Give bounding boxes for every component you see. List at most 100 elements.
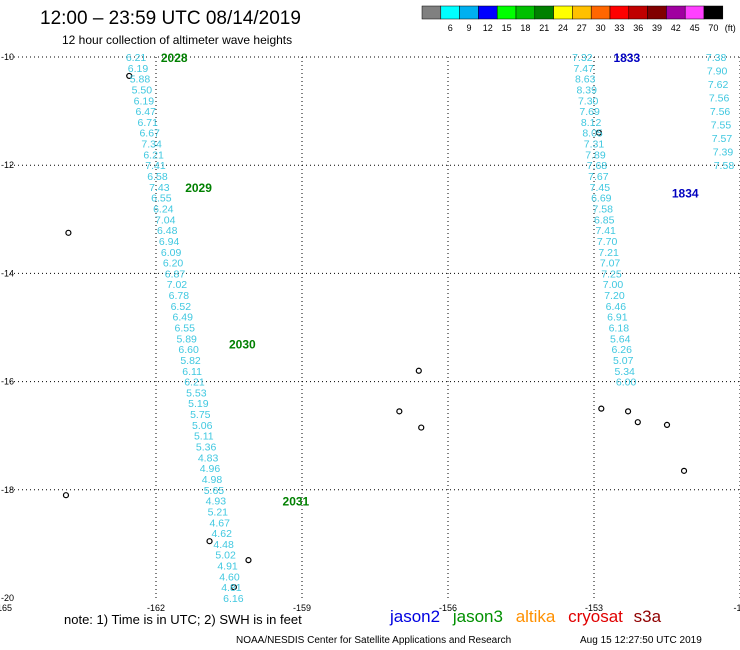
legend-swatch bbox=[647, 5, 667, 20]
legend-label: 30 bbox=[596, 23, 606, 33]
swh-value-label: 7.58 bbox=[593, 203, 614, 215]
swh-value-label: 6.58 bbox=[147, 171, 168, 183]
island-outline bbox=[230, 584, 237, 591]
legend-label: 33 bbox=[614, 23, 624, 33]
swh-value-label: 5.36 bbox=[196, 442, 217, 454]
swh-value-label: 5.11 bbox=[194, 431, 214, 443]
swh-value-label: 7.67 bbox=[588, 171, 609, 183]
swh-value-label: 7.25 bbox=[601, 268, 622, 280]
footer-note: note: 1) Time is in UTC; 2) SWH is in fe… bbox=[64, 612, 302, 627]
swh-value-label: 5.64 bbox=[610, 333, 631, 345]
swh-value-label: 8.12 bbox=[581, 117, 602, 129]
swh-value-label: 7.47 bbox=[574, 63, 595, 75]
island-outline bbox=[680, 467, 688, 474]
swh-value-label: 5.19 bbox=[188, 398, 209, 410]
legend-label: 39 bbox=[652, 23, 662, 33]
island-outline bbox=[65, 229, 72, 236]
swh-value-label: 4.93 bbox=[206, 496, 227, 508]
island-outline bbox=[595, 129, 602, 136]
swh-value-label: 4.60 bbox=[219, 571, 240, 583]
y-tick-label: -12 bbox=[1, 160, 14, 170]
swh-value-label: 5.82 bbox=[180, 355, 201, 367]
swh-value-label: 4.48 bbox=[213, 539, 234, 551]
swh-value-label: 6.21 bbox=[143, 149, 164, 161]
swh-value-label: 6.19 bbox=[134, 95, 155, 107]
header-title: 12:00 – 23:59 UTC 08/14/2019 bbox=[40, 8, 301, 29]
swh-value-label: 5.07 bbox=[613, 355, 634, 367]
swh-value-label: 4.83 bbox=[198, 452, 219, 464]
swh-value-label: 5.53 bbox=[186, 387, 207, 399]
swh-value-label: 6.60 bbox=[178, 344, 199, 356]
swh-value-label: 5.89 bbox=[176, 333, 197, 345]
legend-swatch bbox=[609, 5, 630, 20]
swh-value-label: 7.32 bbox=[572, 52, 593, 64]
swh-value-label: 6.18 bbox=[609, 323, 630, 335]
footer-credit: NOAA/NESDIS Center for Satellite Applica… bbox=[236, 635, 512, 646]
legend-swatch bbox=[440, 5, 460, 20]
swh-value-label: 5.34 bbox=[614, 366, 635, 378]
swh-value-label: 7.89 bbox=[585, 149, 606, 161]
legend-label: 27 bbox=[577, 23, 587, 33]
swh-value-label: 7.20 bbox=[604, 290, 625, 302]
legend-label: 9 bbox=[466, 23, 471, 33]
swh-value-label: 7.34 bbox=[141, 139, 162, 151]
swh-value-label: 4.62 bbox=[211, 528, 232, 540]
x-tick-label: -153 bbox=[585, 603, 603, 613]
track-time-label: 2031 bbox=[283, 495, 310, 509]
island-outline bbox=[415, 367, 422, 374]
y-tick-label: -14 bbox=[1, 268, 14, 278]
legend-swatch bbox=[515, 5, 536, 20]
island-outline bbox=[418, 424, 425, 431]
swh-value-label: 6.55 bbox=[151, 193, 172, 205]
legend-swatch bbox=[421, 5, 442, 20]
legend-swatch bbox=[553, 5, 573, 20]
island-outline bbox=[62, 492, 70, 499]
swh-value-label: 7.31 bbox=[584, 139, 605, 151]
swh-value-label: 5.75 bbox=[190, 409, 211, 421]
x-tick-label: -15 bbox=[733, 603, 740, 613]
swh-value-label: 6.78 bbox=[169, 290, 190, 302]
legend-unit: (ft) bbox=[725, 23, 736, 33]
legend-swatch bbox=[534, 5, 554, 20]
swh-value-label: 7.04 bbox=[155, 214, 176, 226]
swh-value-label: 7.57 bbox=[712, 133, 733, 145]
swh-value-label: 7.41 bbox=[145, 160, 166, 172]
swh-value-label: 6.21 bbox=[126, 52, 147, 64]
legend-label: 18 bbox=[520, 23, 530, 33]
x-tick-label: -165 bbox=[0, 603, 12, 613]
swh-value-label: 7.62 bbox=[708, 79, 729, 91]
track-time-label: 2030 bbox=[229, 338, 256, 352]
legend-swatch bbox=[590, 5, 611, 20]
swh-value-label: 4.67 bbox=[210, 517, 231, 529]
legend-swatch bbox=[572, 5, 592, 20]
mission-jason2: jason2 bbox=[390, 607, 441, 626]
track-time-label: 2028 bbox=[161, 51, 188, 65]
swh-value-label: 5.02 bbox=[215, 550, 236, 562]
island-outline bbox=[396, 408, 403, 415]
legend-swatch bbox=[628, 5, 648, 20]
island-outline bbox=[663, 421, 671, 428]
swh-value-label: 7.90 bbox=[707, 66, 728, 78]
island-outline bbox=[245, 557, 252, 564]
swh-value-label: 6.26 bbox=[612, 344, 633, 356]
y-tick-label: -18 bbox=[1, 485, 14, 495]
footer-timestamp: Aug 15 12:27:50 UTC 2019 bbox=[580, 635, 702, 646]
swh-value-label: 6.19 bbox=[128, 63, 149, 75]
swh-value-label: 7.00 bbox=[603, 279, 624, 291]
header-subtitle: 12 hour collection of altimeter wave hei… bbox=[62, 33, 293, 47]
swh-value-label: 6.87 bbox=[165, 268, 186, 280]
legend-label: 15 bbox=[502, 23, 512, 33]
swh-value-label: 6.52 bbox=[171, 301, 192, 313]
legend-label: 21 bbox=[539, 23, 549, 33]
y-tick-label: -20 bbox=[1, 593, 14, 603]
island-outline bbox=[206, 538, 213, 545]
swh-value-label: 8.63 bbox=[575, 74, 596, 86]
swh-value-label: 6.94 bbox=[159, 236, 180, 248]
swh-value-label: 6.67 bbox=[139, 128, 160, 140]
mission-cryosat: cryosat bbox=[568, 607, 623, 626]
swh-value-label: 6.49 bbox=[173, 312, 194, 324]
track-time-label: 1834 bbox=[672, 186, 699, 200]
swh-value-label: 5.06 bbox=[192, 420, 213, 432]
swh-value-label: 6.00 bbox=[616, 377, 637, 389]
swh-value-label: 6.48 bbox=[157, 225, 178, 237]
